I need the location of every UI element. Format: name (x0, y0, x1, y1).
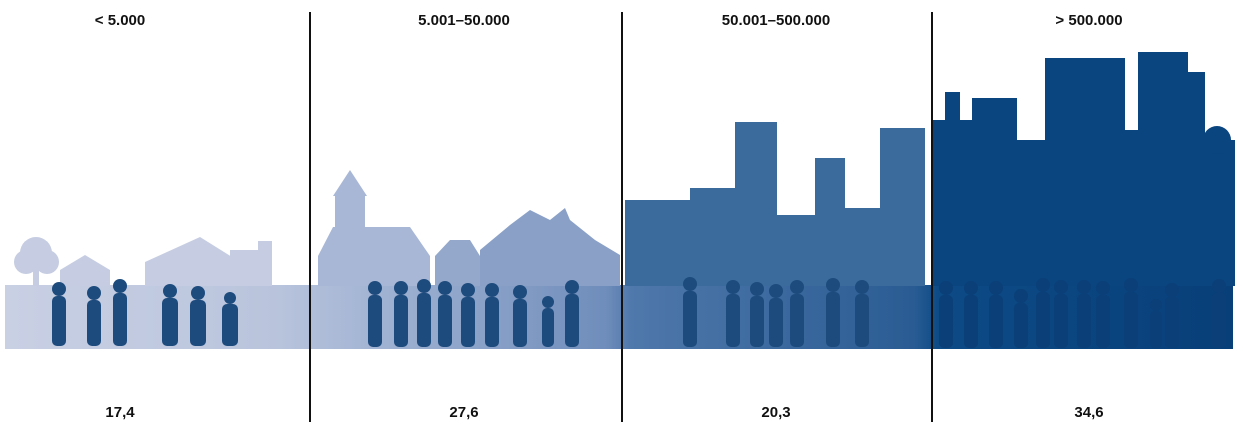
person-icon (683, 277, 697, 347)
person-icon (726, 280, 740, 347)
tree-icon (14, 237, 59, 286)
person-icon (1165, 283, 1179, 348)
category-value-metropolis: 34,6 (1074, 404, 1104, 421)
person-icon (769, 284, 783, 347)
person-icon (461, 283, 475, 347)
category-label-city: 50.001–500.000 (721, 12, 831, 29)
ground-band (5, 285, 1233, 349)
person-icon (162, 284, 178, 346)
person-icon (1036, 278, 1050, 348)
category-value-town: 27,6 (449, 404, 479, 421)
person-icon (855, 280, 869, 347)
person-icon (485, 283, 499, 347)
person-icon (438, 281, 452, 347)
metropolis-buildings (933, 52, 1235, 286)
section-divider (621, 12, 623, 422)
person-icon (565, 280, 579, 347)
section-divider (931, 12, 933, 422)
person-icon (1096, 281, 1110, 348)
person-icon (826, 278, 840, 347)
person-icon (368, 281, 382, 347)
category-label-small: < 5.000 (94, 12, 146, 29)
person-icon (1054, 280, 1068, 348)
person-icon (1150, 299, 1162, 348)
person-icon (1077, 280, 1091, 348)
person-icon (750, 282, 764, 347)
person-icon (87, 286, 101, 346)
category-value-city: 20,3 (761, 404, 791, 421)
person-icon (939, 281, 953, 348)
person-icon (190, 286, 206, 346)
person-icon (542, 296, 554, 347)
person-icon (964, 281, 978, 348)
person-icon (417, 279, 431, 347)
person-icon (222, 292, 238, 346)
category-label-metropolis: > 500.000 (1055, 12, 1123, 29)
person-icon (989, 281, 1003, 348)
people-group (52, 277, 1226, 348)
town-buildings (318, 170, 620, 286)
person-icon (394, 281, 408, 347)
section-divider (309, 12, 311, 422)
category-value-small: 17,4 (105, 404, 135, 421)
person-icon (1124, 278, 1138, 348)
person-icon (790, 280, 804, 347)
city-buildings (625, 122, 925, 286)
category-label-town: 5.001–50.000 (418, 12, 510, 29)
person-icon (1014, 289, 1028, 348)
house-icon (60, 237, 272, 286)
person-icon (1212, 279, 1226, 348)
person-icon (113, 279, 127, 346)
person-icon (513, 285, 527, 347)
person-icon (52, 282, 66, 346)
village-buildings (14, 237, 272, 286)
